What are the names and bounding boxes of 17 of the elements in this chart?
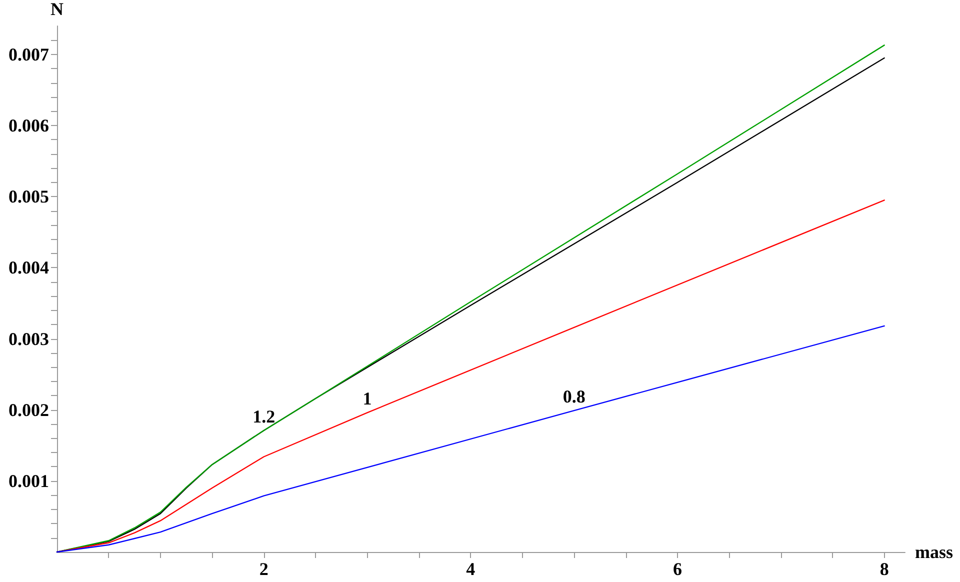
y-axis-title: N (50, 0, 64, 19)
x-tick-label: 2 (259, 559, 268, 579)
y-tick-label: 0.005 (8, 186, 49, 207)
y-tick-label: 0.006 (8, 116, 49, 136)
x-tick-label: 6 (672, 559, 682, 579)
y-tick-label: 0.003 (8, 328, 49, 349)
annotation: 1.2 (252, 406, 276, 426)
line-series (56, 325, 885, 553)
annotation: 0.8 (562, 386, 586, 407)
y-tick-label: 0.002 (8, 400, 49, 420)
x-tick-label: 4 (466, 559, 476, 579)
y-tick-label: 0.007 (8, 44, 49, 64)
annotation: 1 (362, 388, 372, 409)
x-tick-label: 8 (880, 559, 889, 579)
y-tick-label: 0.001 (8, 470, 49, 491)
y-tick-label: 0.004 (8, 258, 49, 278)
x-axis-title: mass (915, 542, 954, 562)
